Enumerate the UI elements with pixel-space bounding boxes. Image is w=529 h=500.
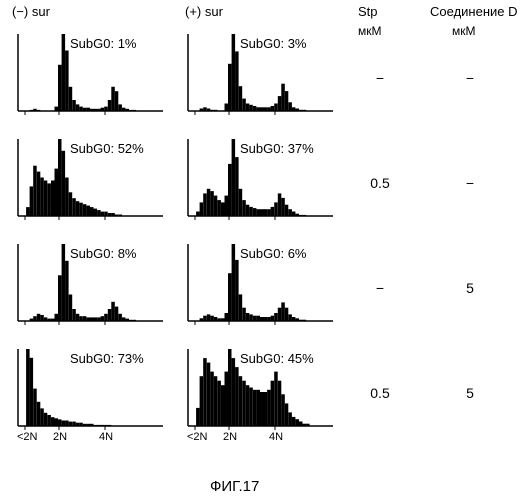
compound-d-value: − [450,175,490,191]
subg0-label: SubG0: 52% [70,141,144,156]
subg0-label: SubG0: 3% [240,36,307,51]
subg0-label: SubG0: 8% [70,246,137,261]
subg0-label: SubG0: 6% [240,246,307,261]
header-col1: (−) sur [12,4,50,19]
svg-text:2N: 2N [223,431,237,440]
histogram-panel: SubG0: 8% [15,240,165,335]
figure-caption: ФИГ.17 [210,478,259,495]
svg-text:4N: 4N [269,431,283,440]
subg0-label: SubG0: 37% [240,141,314,156]
svg-text:<2N: <2N [187,431,208,440]
histogram-panel: SubG0: 6% [185,240,335,335]
histogram-panel: SubG0: 1% [15,30,165,125]
subg0-label: SubG0: 45% [240,351,314,366]
header-col2: (+) sur [185,4,223,19]
histogram-panel: SubG0: 52% [15,135,165,230]
svg-text:<2N: <2N [17,431,38,440]
subg0-label: SubG0: 1% [70,36,137,51]
histogram-panel: SubG0: 37% [185,135,335,230]
header-col3: Stp [358,4,378,19]
compound-d-value: 5 [450,385,490,401]
stp-value: 0.5 [360,175,400,191]
stp-value: − [360,280,400,296]
header-col4: Соединение D [430,4,518,19]
histogram-panel: SubG0: 3% [185,30,335,125]
header-col3-unit: мкМ [358,24,382,38]
svg-text:2N: 2N [53,431,67,440]
header-col4-unit: мкМ [452,24,476,38]
compound-d-value: − [450,70,490,86]
svg-text:4N: 4N [99,431,113,440]
histogram-panel: <2N 2N 4N SubG0: 45% [185,345,335,440]
histogram-panel: <2N 2N 4N SubG0: 73% [15,345,165,440]
figure-page: (−) sur (+) sur Stp Соединение D мкМ мкМ… [0,0,529,500]
subg0-label: SubG0: 73% [70,351,144,366]
compound-d-value: 5 [450,280,490,296]
stp-value: − [360,70,400,86]
stp-value: 0.5 [360,385,400,401]
